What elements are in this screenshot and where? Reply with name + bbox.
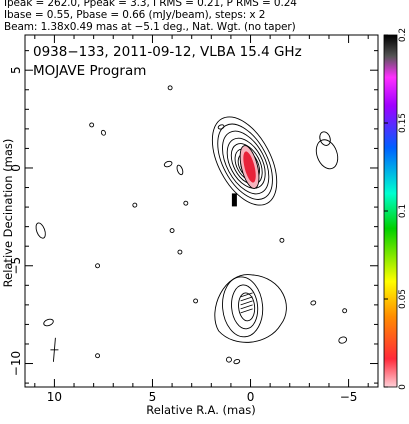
noise-contour <box>95 263 101 269</box>
beam-major-axis <box>52 337 56 362</box>
noise-contour <box>95 353 101 359</box>
noise-contour <box>193 298 199 304</box>
x-tick-label: 5 <box>149 390 157 404</box>
header-line-2: Ibase = 0.55, Pbase = 0.66 (mJy/beam), s… <box>4 9 266 21</box>
noise-contour <box>233 358 241 365</box>
colorbar-tick-label: 0.15 <box>398 113 408 133</box>
y-tick-label: 5 <box>9 66 23 74</box>
noise-contour <box>89 122 95 128</box>
noise-contour <box>43 318 54 327</box>
jet-hatch <box>240 292 253 298</box>
noise-contour <box>342 308 348 314</box>
y-tick-label: −10 <box>9 351 23 376</box>
tick-group <box>25 35 378 387</box>
core-contour <box>226 137 266 189</box>
y-tick-label: 0 <box>9 164 23 172</box>
core-contour <box>222 130 270 195</box>
jet-contour <box>238 292 256 322</box>
tick-label-group: 10 5 0 −5 5 0 −5 −10 <box>9 66 357 404</box>
noise-contour <box>100 129 106 136</box>
noise-contour <box>163 160 173 168</box>
jet-hatch <box>240 308 253 314</box>
chart-title: 0938−133, 2011-09-12, VLBA 15.4 GHz <box>33 44 302 60</box>
core-fill-inner <box>243 151 256 183</box>
jet-hatch <box>240 296 253 302</box>
core-black-patch <box>231 193 237 207</box>
colorbar-tick-label: 0 <box>398 384 408 390</box>
noise-contour <box>319 131 331 146</box>
core-contour <box>217 123 273 200</box>
noise-contour <box>310 300 317 306</box>
y-tick-label: −5 <box>9 257 23 275</box>
noise-contour <box>279 237 285 243</box>
contour-group <box>35 85 348 365</box>
jet-hatch <box>240 304 253 310</box>
noise-contour <box>132 202 138 208</box>
x-tick-label: −5 <box>340 390 358 404</box>
jet-contour <box>214 274 287 343</box>
chart-subtitle: MOJAVE Program <box>33 63 146 79</box>
noise-contour <box>338 336 348 344</box>
colorbar-tick-group: 0 0.05 0.1 0.15 0.2 <box>384 28 408 390</box>
noise-contour <box>167 85 173 91</box>
header-line-1: Ipeak = 262.0, Ppeak = 3.3, I RMS = 0.21… <box>4 0 297 9</box>
colorbar-tick-label: 0.1 <box>398 204 408 218</box>
jet-contour <box>222 276 264 338</box>
core-contour-inner <box>239 145 260 189</box>
colorbar-tick-label: 0.05 <box>398 289 408 309</box>
y-axis-label: Relative Decination (mas) <box>1 139 15 288</box>
colorbar-tick-label: 0.2 <box>398 28 408 42</box>
noise-contour <box>177 249 183 255</box>
noise-contour <box>169 228 175 234</box>
noise-contour <box>176 164 184 176</box>
header-line-3: Beam: 1.38x0.49 mas at −5.1 deg., Nat. W… <box>4 21 296 33</box>
noise-contour <box>217 124 225 130</box>
x-axis-label: Relative R.A. (mas) <box>146 403 255 417</box>
noise-contour <box>226 356 232 363</box>
x-tick-label: 0 <box>247 390 255 404</box>
x-tick-label: 10 <box>47 390 62 404</box>
core-contour <box>211 116 278 206</box>
plot-frame <box>24 34 379 388</box>
noise-contour <box>315 139 339 170</box>
noise-contour <box>35 222 46 239</box>
jet-hatch <box>240 300 253 306</box>
jet-contour <box>231 284 259 330</box>
noise-contour <box>183 200 189 206</box>
